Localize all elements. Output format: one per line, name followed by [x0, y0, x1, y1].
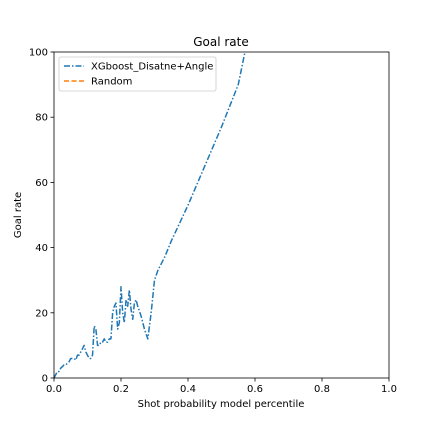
legend-frame [58, 56, 217, 92]
y-tick-label: 80 [35, 113, 48, 124]
x-tick-label: 1.0 [381, 384, 397, 395]
series-line-0 [53, 51, 246, 379]
plot-area-background [54, 52, 389, 378]
series-layer [53, 51, 246, 379]
y-axis: 0 20 40 60 80 100 [29, 48, 54, 385]
x-tick-label: 0.2 [113, 384, 129, 395]
legend-label-xgboost: XGboost_Disatne+Angle [91, 62, 213, 73]
y-axis-label: Goal rate [13, 192, 24, 238]
chart-title: Goal rate [193, 35, 249, 49]
y-tick-label: 60 [35, 178, 48, 189]
x-tick-label: 0.4 [180, 384, 196, 395]
x-tick-label: 0.6 [247, 384, 263, 395]
y-tick-label: 100 [29, 48, 48, 59]
y-tick-label: 0 [42, 374, 48, 385]
y-tick-label: 40 [35, 243, 48, 254]
x-tick-label: 0.8 [314, 384, 330, 395]
x-axis-label: Shot probability model percentile [138, 399, 305, 410]
x-axis: 0.0 0.2 0.4 0.6 0.8 1.0 [46, 378, 397, 395]
x-tick-label: 0.0 [46, 384, 62, 395]
y-tick-label: 20 [35, 308, 48, 319]
plot-frame [53, 51, 390, 379]
legend: XGboost_Disatne+Angle Random [58, 56, 217, 92]
legend-label-random: Random [91, 77, 132, 88]
